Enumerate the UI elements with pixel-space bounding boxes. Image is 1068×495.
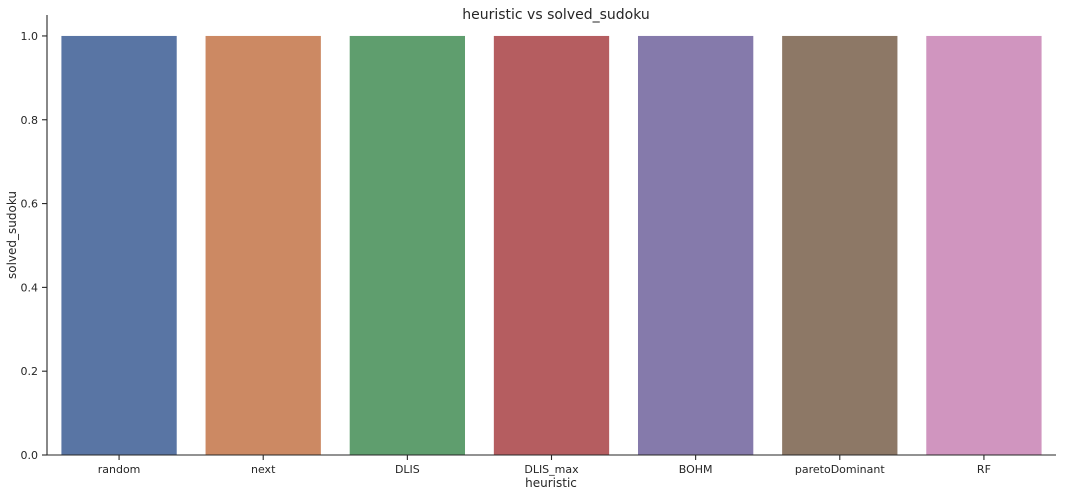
bar-DLIS (349, 35, 466, 455)
y-axis-label: solved_sudoku (5, 191, 19, 279)
x-tick-label: DLIS_max (524, 463, 579, 476)
x-tick-label: next (251, 463, 276, 476)
y-tick-label: 0.2 (21, 365, 39, 378)
x-tick-label: random (98, 463, 141, 476)
y-tick-label: 1.0 (21, 30, 39, 43)
x-tick-label: DLIS (395, 463, 420, 476)
x-tick-label: RF (977, 463, 991, 476)
y-tick-label: 0.8 (21, 114, 39, 127)
y-tick-label: 0.4 (21, 281, 39, 294)
bar-random (61, 35, 177, 455)
bar-next (205, 35, 321, 455)
y-tick-label: 0.6 (21, 198, 39, 211)
bar-paretoDominant (782, 35, 898, 455)
bar-RF (926, 35, 1042, 455)
y-axis-ticks: 0.0 0.2 0.4 0.6 0.8 1.0 (21, 30, 47, 462)
x-axis-label: heuristic (525, 476, 577, 490)
x-tick-label: paretoDominant (795, 463, 885, 476)
x-tick-label: BOHM (679, 463, 713, 476)
bar-BOHM (637, 35, 754, 455)
bars-layer (61, 35, 1042, 455)
chart-title: heuristic vs solved_sudoku (462, 7, 650, 23)
x-axis-ticks: random next DLIS DLIS_max BOHM paretoDominant… (98, 455, 991, 476)
bar-DLIS_max (493, 35, 610, 455)
y-tick-label: 0.0 (21, 449, 39, 462)
